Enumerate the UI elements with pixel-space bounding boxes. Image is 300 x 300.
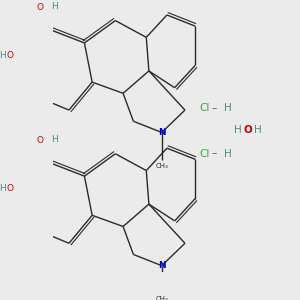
Text: CH₃: CH₃ [155,296,168,300]
Text: CH₃: CH₃ [155,163,168,169]
Text: H: H [234,124,241,134]
Text: H: H [224,103,232,113]
Text: –: – [211,148,217,158]
Text: O: O [37,136,44,146]
Text: O: O [243,124,252,134]
Text: H: H [224,148,232,158]
Text: H: H [52,2,58,11]
Text: Cl: Cl [199,103,210,113]
Text: H: H [52,135,58,144]
Text: H: H [254,124,261,134]
Text: Cl: Cl [199,148,210,158]
Text: O: O [6,51,13,60]
Text: O: O [6,184,13,193]
Text: O: O [37,3,44,12]
Text: H: H [0,51,6,60]
Text: H: H [0,184,6,193]
Text: N: N [158,128,166,137]
Text: N: N [158,261,166,270]
Text: –: – [211,103,217,113]
